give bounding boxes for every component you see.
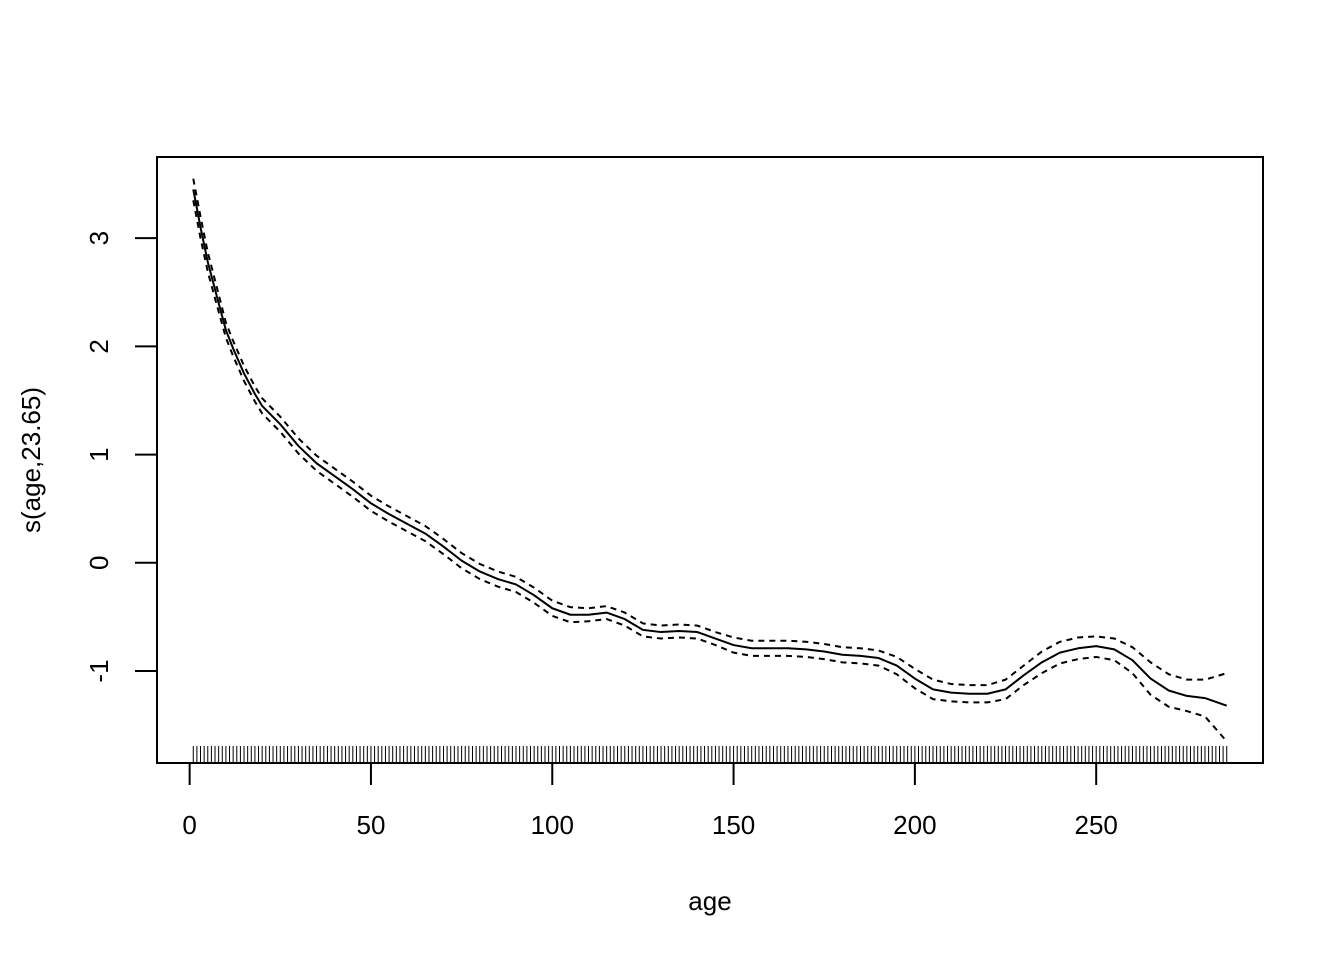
x-tick-label: 50 [356,810,385,840]
x-tick-label: 200 [893,810,936,840]
smooth-fit-line [192,189,1228,707]
rug-marks [192,746,1228,762]
x-tick-label: 100 [531,810,574,840]
y-axis: -1 0 1 2 3 [84,231,158,683]
x-tick-label: 150 [712,810,755,840]
upper-se-band-line [192,178,1228,687]
lower-se-band-line [192,200,1228,743]
x-axis-title: age [688,886,731,916]
y-tick-label: 2 [84,339,114,353]
y-tick-label: 3 [84,231,114,245]
y-axis-title: s(age,23.65) [16,387,46,533]
y-tick-label: 0 [84,556,114,570]
y-tick-label: 1 [84,447,114,461]
y-tick-label: -1 [84,659,114,682]
x-axis: 0 50 100 150 200 250 [182,762,1118,840]
x-tick-label: 250 [1074,810,1117,840]
series-group [192,178,1228,743]
plot-frame [156,156,1264,764]
x-tick-label: 0 [182,810,196,840]
